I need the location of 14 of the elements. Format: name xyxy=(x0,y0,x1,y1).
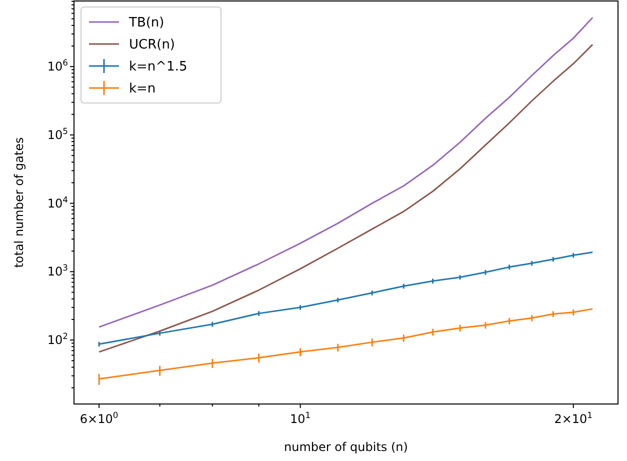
y-tick-label: 10$^{2}$ xyxy=(47,331,68,348)
legend-label: TB(n) xyxy=(128,16,164,30)
legend-label: k=n xyxy=(129,82,156,96)
y-tick-label: 10$^{3}$ xyxy=(47,262,68,279)
y-tick-label: 10$^{5}$ xyxy=(47,126,68,142)
x-tick-label: 10$^{1}$ xyxy=(290,410,311,426)
x-axis-title: number of qubits (n) xyxy=(284,440,408,454)
x-tick-label: 2×10$^{1}$ xyxy=(554,410,593,426)
y-axis-title: total number of gates xyxy=(12,137,26,268)
y-tick-label: 10$^{6}$ xyxy=(47,58,68,74)
y-tick-label: 10$^{4}$ xyxy=(47,194,68,210)
x-tick-label: 6×10$^{0}$ xyxy=(80,410,118,426)
legend-label: UCR(n) xyxy=(129,38,176,52)
legend-label: k=n^1.5 xyxy=(129,60,188,74)
